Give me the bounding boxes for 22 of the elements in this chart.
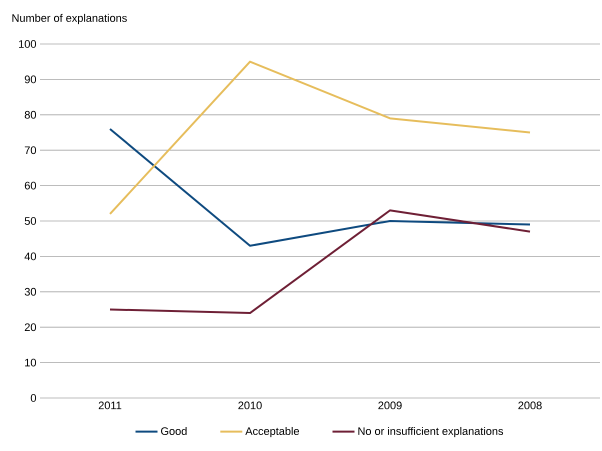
y-tick-label: 10: [25, 358, 36, 366]
line-series: [109, 209, 532, 314]
x-tick-label: 2008: [518, 402, 542, 410]
y-tick-label: 100: [19, 40, 36, 48]
y-axis-title: Number of explanations: [12, 14, 127, 24]
y-tick-label: 30: [24, 288, 36, 296]
y-tick-label: 80: [24, 110, 36, 119]
y-tick-label: 0: [30, 394, 36, 402]
legend-label: No or insufficient explanations: [358, 426, 504, 438]
legend-label: Acceptable: [245, 426, 300, 438]
x-tick-label: 2011: [98, 402, 122, 410]
y-tick-label: 20: [24, 323, 36, 332]
y-tick-label: 90: [24, 76, 36, 84]
y-tick-label: 50: [24, 217, 36, 225]
y-tick-label: 70: [24, 146, 36, 154]
legend-label: Good: [161, 426, 187, 436]
x-tick-label: 2009: [378, 402, 402, 410]
x-tick-label: 2010: [238, 402, 262, 410]
line-series: [109, 128, 532, 247]
y-tick-label: 60: [24, 182, 36, 190]
line-series: [109, 60, 532, 215]
y-tick-label: 40: [24, 252, 36, 260]
